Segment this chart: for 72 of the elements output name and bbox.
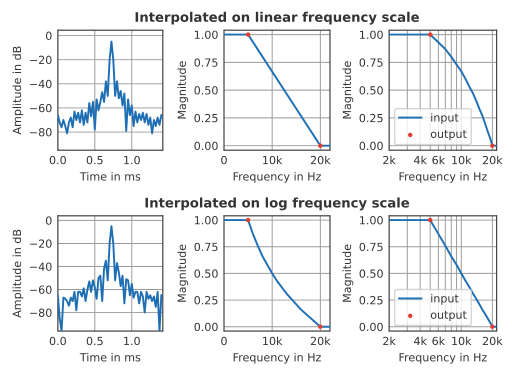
y-axis-title: Magnitude (342, 244, 354, 302)
y-tick-label: 0.75 (360, 242, 383, 252)
y-tick-label: 0.50 (360, 86, 383, 95)
y-axis-title: Magnitude (177, 61, 188, 118)
x-tick-label: 0.0 (50, 156, 66, 164)
x-axis-title: Frequency in Hz (234, 172, 321, 183)
x-tick-label: 4k (414, 336, 427, 346)
y-tick-label: −60 (30, 286, 52, 294)
x-tick-label: 6k (432, 336, 446, 346)
x-tick-label: 1.0 (124, 156, 140, 164)
y-axis-title: Amplitude in dB (12, 230, 24, 318)
y-tick-label: −80 (30, 308, 52, 317)
line-series (58, 40, 162, 134)
x-tick-label: 0.5 (86, 336, 103, 346)
y-tick-label: 0.50 (360, 269, 383, 278)
x-tick-label: 0 (221, 156, 227, 164)
y-axis-title: Magnitude (342, 61, 354, 118)
y-tick-label: −60 (30, 104, 52, 112)
legend-label: input (431, 294, 459, 305)
x-tick-label: 2k (383, 336, 396, 346)
y-tick-label: 0.50 (194, 269, 218, 278)
y-tick-label: 1.00 (360, 30, 383, 39)
x-tick-label: 2k (383, 156, 396, 164)
y-tick-label: −20 (30, 56, 52, 64)
y-tick-label: 1.00 (360, 216, 383, 224)
y-tick-label: 0.75 (194, 58, 218, 67)
y-tick-label: 0.00 (194, 142, 218, 150)
y-tick-label: 0 (46, 32, 52, 40)
x-axis-title: Frequency in Hz (400, 352, 487, 364)
y-tick-label: 0.25 (194, 114, 218, 122)
x-tick-label: 0.5 (86, 156, 103, 164)
x-axis-title: Frequency in Hz (400, 172, 487, 183)
y-tick-label: 0.75 (360, 58, 383, 67)
x-tick-label: 20k (310, 336, 331, 346)
y-tick-label: 0.00 (360, 142, 383, 150)
y-tick-label: −40 (30, 80, 52, 88)
y-tick-label: 1.00 (194, 216, 218, 224)
x-axis-title: Time in ms (80, 352, 140, 362)
x-tick-label: 0 (221, 336, 227, 346)
x-tick-label: 1.0 (124, 336, 140, 346)
x-tick-label: 20k (482, 336, 503, 346)
x-axis-title: Time in ms (80, 172, 140, 181)
x-tick-label: 20k (310, 156, 331, 164)
x-tick-label: 0.0 (50, 336, 66, 346)
y-tick-label: −40 (30, 262, 52, 271)
x-tick-label: 6k (432, 156, 446, 164)
y-tick-label: 0.00 (194, 322, 218, 332)
y-tick-label: 0.75 (194, 242, 218, 252)
y-axis-title: Amplitude in dB (12, 46, 24, 134)
y-tick-label: 0 (46, 216, 52, 225)
legend-label: output (430, 310, 467, 322)
y-tick-label: 0.00 (360, 322, 383, 332)
x-tick-label: 20k (482, 156, 503, 164)
y-axis-title: Magnitude (177, 244, 188, 302)
y-tick-label: 1.00 (194, 30, 218, 39)
x-tick-label: 10k (263, 156, 282, 164)
chart-title: Interpolated on log frequency scale (145, 197, 410, 210)
x-tick-label: 4k (414, 156, 427, 164)
legend-label: input (431, 113, 459, 124)
y-tick-label: −80 (30, 128, 52, 136)
chart-title: Interpolated on linear frequency scale (136, 12, 419, 25)
y-tick-label: 0.50 (194, 86, 218, 95)
x-tick-label: 10k (263, 336, 282, 346)
line-series (224, 219, 330, 328)
x-tick-label: 10k (452, 156, 472, 164)
y-tick-label: 0.25 (194, 296, 218, 304)
x-tick-label: 10k (452, 336, 472, 346)
legend-label: output (430, 130, 467, 140)
y-tick-label: 0.25 (360, 296, 383, 304)
x-axis-title: Frequency in Hz (234, 352, 321, 364)
y-tick-label: 0.25 (360, 114, 383, 122)
y-tick-label: −20 (30, 239, 52, 248)
